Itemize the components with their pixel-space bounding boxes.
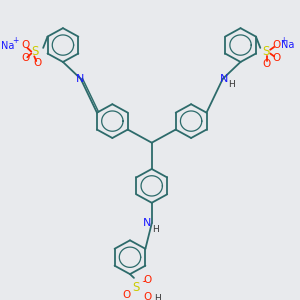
Text: N: N bbox=[220, 74, 228, 84]
Text: O: O bbox=[21, 53, 29, 63]
Text: Na: Na bbox=[1, 41, 14, 51]
Text: H: H bbox=[228, 80, 235, 89]
Text: N: N bbox=[76, 74, 84, 84]
Text: O: O bbox=[144, 275, 152, 285]
Text: O: O bbox=[272, 40, 280, 50]
Text: H: H bbox=[154, 294, 161, 300]
Text: N: N bbox=[142, 218, 151, 228]
Text: O: O bbox=[262, 59, 270, 69]
Text: O: O bbox=[272, 53, 280, 63]
Text: S: S bbox=[132, 281, 140, 294]
Text: +: + bbox=[12, 36, 19, 45]
Text: O: O bbox=[144, 292, 152, 300]
Text: +: + bbox=[280, 36, 286, 45]
Text: Na: Na bbox=[281, 40, 295, 50]
Text: H: H bbox=[152, 225, 159, 234]
Text: O: O bbox=[21, 40, 29, 50]
Text: O: O bbox=[122, 290, 130, 300]
Text: S: S bbox=[32, 45, 39, 58]
Text: O: O bbox=[33, 58, 41, 68]
Text: S: S bbox=[262, 45, 270, 58]
